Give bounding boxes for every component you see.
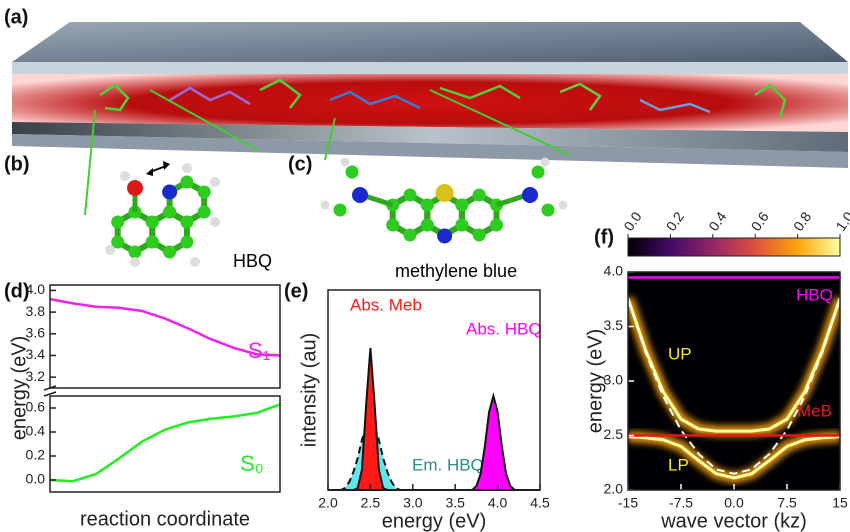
colorbar-tick-label: 1.0 bbox=[832, 209, 850, 234]
y-axis-label: intensity (au) bbox=[298, 333, 320, 448]
panel-label: (f) bbox=[594, 226, 614, 248]
molecule-name: HBQ bbox=[233, 251, 272, 271]
y-axis-label: energy (eV) bbox=[584, 329, 606, 434]
y-tick-label: 0.6 bbox=[26, 399, 46, 415]
series-label: Abs. Meb bbox=[350, 295, 422, 314]
area bbox=[328, 348, 540, 490]
x-tick-label: -15 bbox=[618, 495, 638, 511]
y-tick-label: 2.0 bbox=[604, 481, 624, 497]
x-tick-label: 2.0 bbox=[318, 495, 338, 511]
y-tick-label: 0.4 bbox=[26, 423, 46, 439]
y-tick-label: 3.8 bbox=[26, 303, 46, 319]
series-label: S₁ bbox=[248, 338, 270, 363]
series-label: Abs. HBQ bbox=[466, 319, 542, 338]
colorbar-tick-label: 0.4 bbox=[705, 209, 729, 234]
panel-label: (d) bbox=[4, 280, 30, 302]
area bbox=[328, 420, 540, 490]
panel-label: (e) bbox=[284, 280, 308, 302]
x-axis-label: reaction coordinate bbox=[80, 508, 250, 530]
series-label: Em. HBQ bbox=[412, 455, 484, 474]
x-tick-label: 15 bbox=[832, 495, 848, 511]
y-tick-label: 3.4 bbox=[26, 346, 46, 362]
y-tick-label: 2.5 bbox=[604, 426, 624, 442]
x-tick-label: 3.5 bbox=[445, 495, 465, 511]
y-tick-label: 3.6 bbox=[26, 324, 46, 340]
panel-label: (b) bbox=[4, 153, 30, 175]
plot-frame bbox=[327, 289, 541, 491]
x-tick-label: 0.0 bbox=[724, 495, 744, 511]
x-tick-label: 2.5 bbox=[361, 495, 381, 511]
colorbar-tick-label: 0.6 bbox=[748, 209, 772, 234]
y-tick-label: 0.2 bbox=[26, 447, 46, 463]
plot-frame bbox=[627, 271, 841, 491]
methylene-blue-molecule bbox=[320, 157, 568, 244]
polariton-branch bbox=[628, 297, 840, 433]
y-axis-label: energy (eV) bbox=[8, 336, 30, 441]
area bbox=[328, 396, 540, 490]
line bbox=[49, 403, 281, 483]
x-axis-label: wave vector (kz) bbox=[660, 510, 807, 532]
series-label: S₀ bbox=[240, 451, 264, 476]
hbq-molecule bbox=[105, 161, 220, 267]
series-label: LP bbox=[668, 455, 689, 474]
panel-label: (a) bbox=[4, 6, 28, 28]
y-tick-label: 3.2 bbox=[26, 368, 46, 384]
x-tick-label: 3.0 bbox=[403, 495, 423, 511]
transition-label: HBQ bbox=[796, 285, 833, 304]
line bbox=[49, 297, 281, 357]
y-tick-label: 3.0 bbox=[604, 372, 624, 388]
cavity-mode bbox=[628, 298, 840, 475]
colorbar-tick-label: 0.8 bbox=[790, 209, 814, 234]
x-tick-label: -7.5 bbox=[669, 495, 693, 511]
molecule-name: methylene blue bbox=[395, 261, 517, 281]
x-tick-label: 4.0 bbox=[488, 495, 508, 511]
plot-frame bbox=[49, 395, 281, 493]
polariton-branch bbox=[628, 435, 840, 480]
colorbar-tick-label: 0.0 bbox=[620, 209, 644, 234]
y-tick-label: 4.0 bbox=[26, 281, 46, 297]
x-tick-label: 4.5 bbox=[530, 495, 550, 511]
y-tick-label: 3.5 bbox=[604, 317, 624, 333]
colorbar bbox=[627, 237, 841, 257]
x-axis-label: energy (eV) bbox=[382, 510, 487, 532]
plot-frame bbox=[49, 284, 281, 389]
y-tick-label: 4.0 bbox=[604, 263, 624, 279]
transition-label: MeB bbox=[797, 401, 832, 420]
cavity-illustration bbox=[12, 22, 848, 216]
colorbar-tick-label: 0.2 bbox=[663, 209, 687, 234]
series-label: UP bbox=[668, 344, 692, 363]
x-tick-label: 7.5 bbox=[777, 495, 797, 511]
panel-label: (c) bbox=[288, 153, 312, 175]
y-tick-label: 0.0 bbox=[26, 471, 46, 487]
